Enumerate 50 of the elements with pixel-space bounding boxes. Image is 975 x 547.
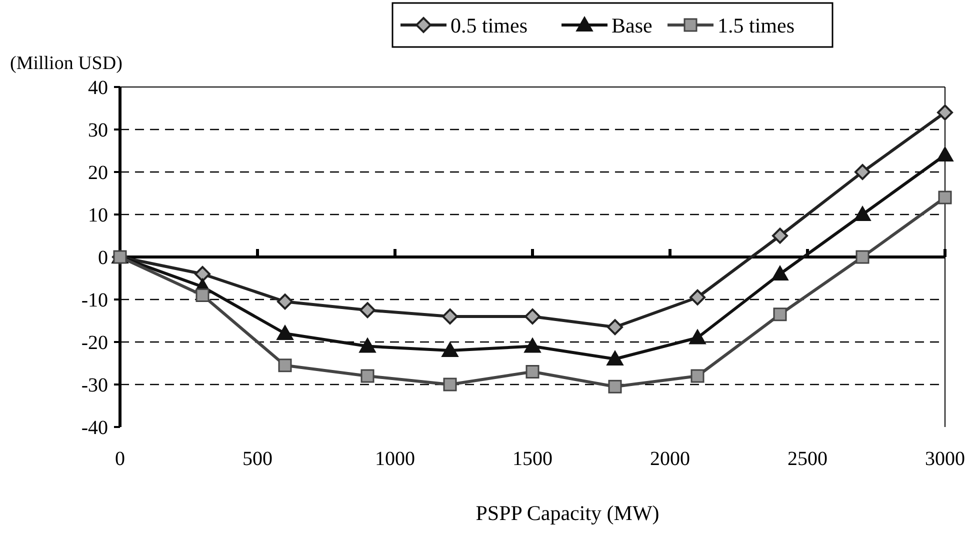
- x-tick-label: 0: [115, 448, 125, 470]
- y-tick-label: -20: [81, 332, 108, 354]
- y-tick-label: 10: [88, 204, 108, 226]
- point: [938, 190, 952, 204]
- point: [526, 365, 540, 378]
- point: [854, 164, 870, 180]
- legend-label: 1.5 times: [718, 13, 794, 38]
- x-axis-title: PSPP Capacity (MW): [476, 501, 660, 525]
- y-tick-label: 30: [88, 120, 108, 142]
- point: [936, 146, 954, 162]
- point: [278, 358, 292, 372]
- x-tick-label: 500: [242, 448, 272, 470]
- point: [276, 325, 294, 340]
- point: [360, 369, 374, 383]
- point: [196, 288, 210, 302]
- point: [194, 266, 210, 282]
- x-tick-label: 1000: [375, 448, 415, 470]
- point: [772, 228, 788, 244]
- legend-label: Base: [612, 13, 652, 38]
- x-tick-label: 3000: [925, 448, 965, 470]
- y-tick-label: 20: [88, 162, 108, 184]
- y-tick-label: -10: [81, 290, 108, 312]
- point: [773, 308, 787, 322]
- point: [443, 378, 457, 392]
- point: [442, 342, 458, 357]
- point: [690, 289, 706, 306]
- y-tick-label: -40: [81, 417, 108, 439]
- point: [277, 294, 293, 310]
- point: [772, 266, 788, 280]
- x-tick-label: 2000: [650, 448, 690, 470]
- point: [607, 319, 623, 336]
- point: [359, 338, 376, 353]
- x-tick-label: 2500: [788, 448, 828, 470]
- point: [524, 308, 540, 324]
- point: [856, 250, 870, 264]
- y-axis-title: (Million USD): [10, 53, 122, 74]
- point: [689, 329, 706, 344]
- y-tick-label: 0: [98, 247, 108, 269]
- point: [608, 380, 622, 394]
- y-tick-label: -30: [81, 374, 108, 396]
- legend-label: 0.5 times: [450, 13, 528, 38]
- point: [442, 308, 458, 324]
- point: [937, 104, 953, 120]
- point: [854, 206, 871, 221]
- point: [690, 369, 704, 383]
- x-tick-label: 1500: [512, 448, 552, 470]
- y-tick-label: 40: [88, 77, 108, 99]
- point: [360, 302, 376, 318]
- point: [524, 338, 541, 353]
- point: [606, 350, 624, 366]
